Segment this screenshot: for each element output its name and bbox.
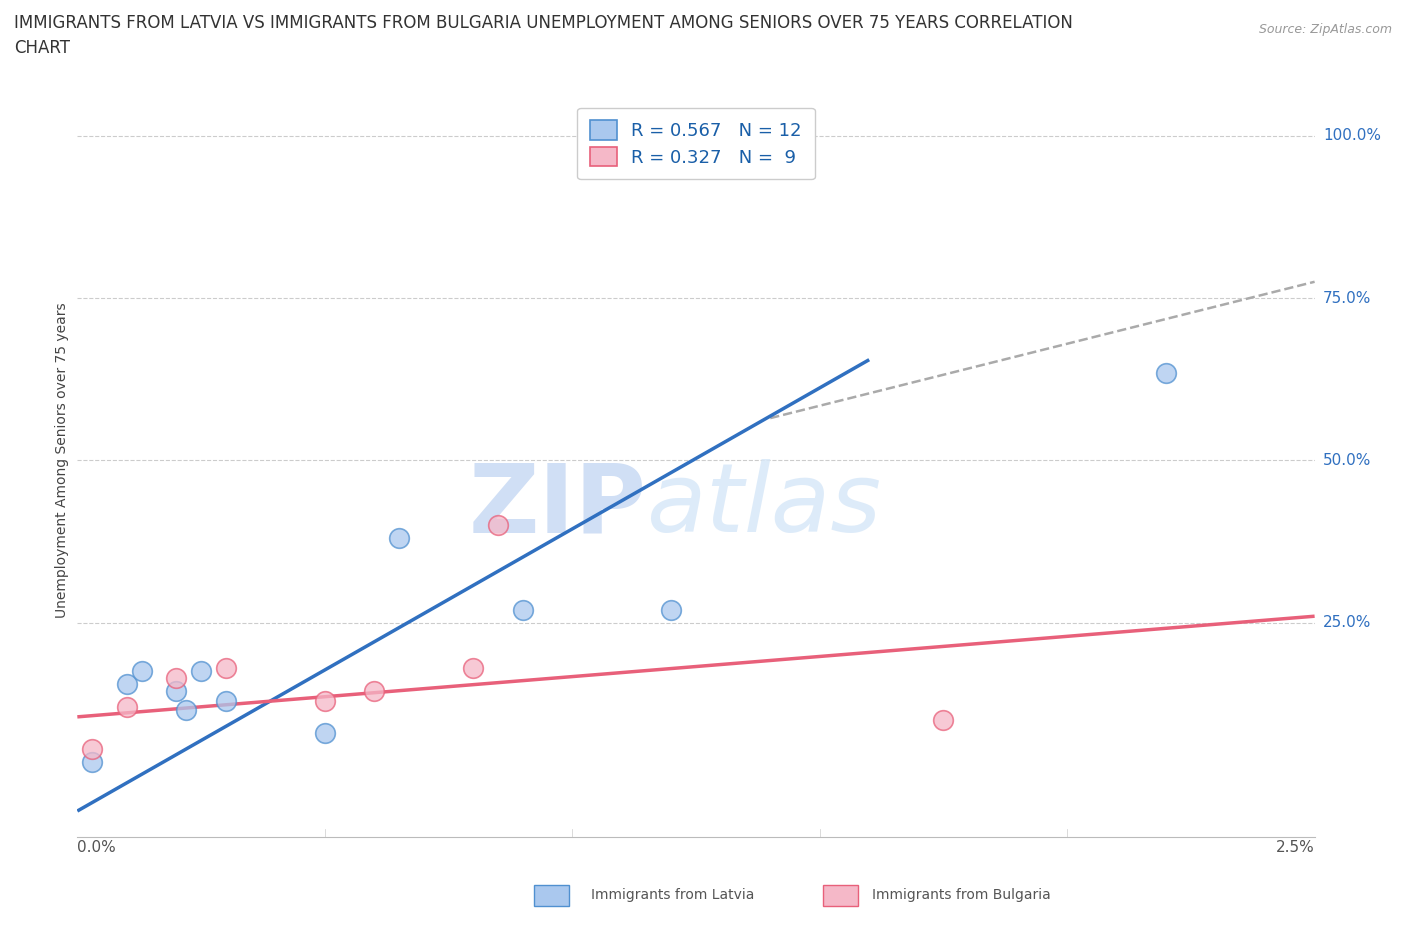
Legend: R = 0.567   N = 12, R = 0.327   N =  9: R = 0.567 N = 12, R = 0.327 N = 9 <box>578 108 814 179</box>
Point <box>659 603 682 618</box>
Point <box>932 712 955 727</box>
Text: IMMIGRANTS FROM LATVIA VS IMMIGRANTS FROM BULGARIA UNEMPLOYMENT AMONG SENIORS OV: IMMIGRANTS FROM LATVIA VS IMMIGRANTS FRO… <box>14 14 1073 32</box>
Text: Source: ZipAtlas.com: Source: ZipAtlas.com <box>1258 23 1392 36</box>
Text: 100.0%: 100.0% <box>1323 128 1381 143</box>
Point <box>486 518 509 533</box>
Text: 25.0%: 25.0% <box>1323 616 1371 631</box>
Text: 0.0%: 0.0% <box>77 840 117 856</box>
Point <box>463 660 485 675</box>
Text: Immigrants from Bulgaria: Immigrants from Bulgaria <box>872 887 1050 902</box>
Point <box>314 725 336 740</box>
Point <box>1154 365 1177 380</box>
Text: 75.0%: 75.0% <box>1323 290 1371 305</box>
Text: 50.0%: 50.0% <box>1323 453 1371 468</box>
Point <box>363 684 385 698</box>
Point <box>82 755 104 770</box>
Point <box>165 671 187 685</box>
Point <box>174 703 197 718</box>
Point <box>165 684 187 698</box>
Point <box>115 699 138 714</box>
Point <box>314 693 336 708</box>
Text: 2.5%: 2.5% <box>1275 840 1315 856</box>
Y-axis label: Unemployment Among Seniors over 75 years: Unemployment Among Seniors over 75 years <box>55 302 69 618</box>
Point <box>190 664 212 679</box>
Point <box>82 742 104 757</box>
Text: ZIP: ZIP <box>468 459 647 552</box>
Text: Immigrants from Latvia: Immigrants from Latvia <box>591 887 754 902</box>
Point <box>215 660 238 675</box>
Point <box>512 603 534 618</box>
Text: atlas: atlas <box>647 459 882 552</box>
Text: CHART: CHART <box>14 39 70 57</box>
Point <box>115 677 138 692</box>
Point <box>215 693 238 708</box>
Point <box>131 664 153 679</box>
Point <box>388 531 411 546</box>
